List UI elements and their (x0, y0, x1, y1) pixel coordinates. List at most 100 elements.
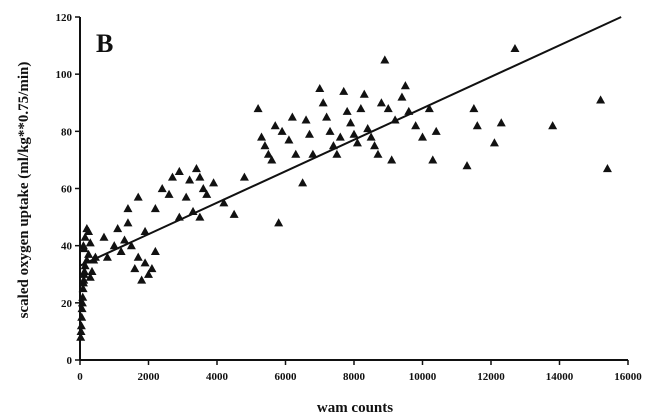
data-point (87, 266, 97, 275)
data-point (332, 149, 342, 158)
data-point (209, 178, 219, 187)
y-tick-label: 40 (61, 241, 73, 253)
data-point (596, 95, 606, 104)
data-point (325, 126, 335, 135)
data-point (150, 246, 160, 255)
data-point (144, 269, 153, 278)
data-point (366, 132, 376, 141)
data-point (77, 298, 87, 307)
data-point (140, 226, 150, 235)
data-point (489, 138, 499, 147)
y-tick-label: 20 (61, 298, 73, 310)
data-point (188, 206, 198, 215)
data-point (397, 92, 407, 101)
data-point (380, 55, 390, 64)
data-point (260, 141, 270, 150)
data-point (77, 304, 87, 313)
data-point (335, 132, 345, 141)
data-point (315, 83, 325, 93)
data-point (510, 43, 520, 53)
data-point (76, 321, 86, 330)
data-point (298, 178, 308, 187)
data-point (270, 121, 280, 130)
data-point (308, 149, 318, 158)
data-point (79, 266, 89, 275)
x-axis-label: wam counts (317, 400, 393, 416)
data-point (126, 241, 136, 250)
data-point (157, 184, 167, 193)
data-point (274, 218, 284, 227)
data-point (359, 89, 369, 98)
data-point (130, 264, 140, 273)
x-tick-label: 4000 (206, 371, 229, 383)
data-point (424, 103, 434, 113)
data-point (219, 198, 229, 207)
data-point (390, 115, 400, 124)
data-point (496, 118, 506, 127)
data-point (85, 238, 95, 247)
data-point (349, 129, 359, 138)
data-point (339, 86, 349, 95)
plot-area: 0 20 40 60 80 100 120 0 2000 4000 6000 8000 10000 120… (56, 12, 643, 383)
data-point (80, 232, 90, 241)
data-point (411, 121, 421, 130)
data-point (191, 163, 201, 173)
x-tick-label: 0 (77, 371, 83, 383)
data-point (263, 149, 273, 158)
data-point (253, 103, 263, 113)
data-point (123, 218, 133, 227)
y-tick-label: 100 (56, 69, 73, 81)
x-tick-label: 10000 (409, 371, 437, 383)
data-point (352, 138, 362, 147)
data-point (239, 172, 249, 181)
y-tick-label: 0 (67, 355, 73, 367)
data-point (113, 224, 123, 233)
data-point (133, 252, 143, 261)
data-point (174, 212, 184, 221)
data-point (287, 112, 297, 121)
data-point (99, 232, 109, 241)
data-point (195, 212, 205, 221)
data-point (383, 103, 393, 113)
y-tick-label: 80 (61, 126, 73, 138)
data-point (76, 332, 86, 341)
data-point (195, 172, 205, 181)
data-point (304, 129, 314, 138)
data-point (328, 141, 338, 150)
data-point (78, 284, 88, 293)
x-tick-label: 8000 (343, 371, 366, 383)
data-point (277, 126, 287, 135)
regression-line (79, 16, 622, 267)
data-point (373, 149, 383, 158)
data-point (140, 258, 150, 267)
data-point (84, 249, 94, 258)
data-point (80, 261, 90, 270)
data-point (370, 141, 380, 150)
data-point (472, 121, 482, 130)
data-point (85, 272, 95, 281)
data-point (198, 184, 208, 193)
data-point (137, 275, 147, 284)
data-point (174, 166, 184, 175)
data-point (109, 241, 119, 250)
data-point (291, 149, 301, 158)
data-point (301, 115, 311, 124)
data-point (79, 244, 89, 253)
data-point (164, 189, 174, 198)
data-point (123, 204, 133, 213)
data-point (167, 172, 177, 181)
data-point (431, 126, 441, 135)
data-point (469, 103, 479, 113)
data-point (602, 163, 612, 173)
y-tick-label: 120 (56, 12, 73, 24)
data-point (90, 252, 100, 261)
data-point (181, 192, 191, 201)
data-point (79, 275, 89, 284)
data-point (418, 132, 427, 141)
x-tick-label: 16000 (614, 371, 642, 383)
data-point (77, 312, 87, 321)
y-axis-label: scaled oxygen uptake (ml/kg**0.75/min) (16, 62, 32, 319)
data-point (462, 161, 472, 170)
data-point (257, 132, 267, 141)
data-point (202, 189, 212, 198)
